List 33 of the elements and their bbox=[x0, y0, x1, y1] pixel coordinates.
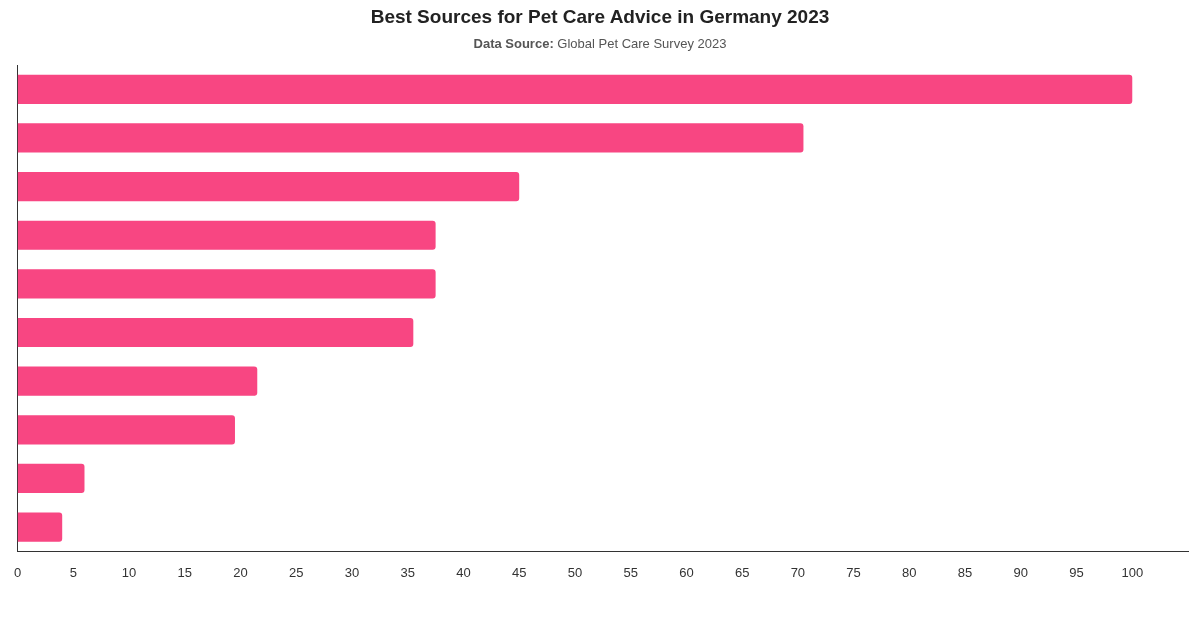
x-tick-label: 15 bbox=[177, 564, 193, 580]
x-tick-label: 70 bbox=[790, 564, 806, 580]
x-tick-label: 95 bbox=[1069, 564, 1084, 580]
x-tick-label: 20 bbox=[233, 564, 248, 580]
x-tick-label: 45 bbox=[511, 564, 527, 580]
x-tick-label: 50 bbox=[567, 564, 583, 580]
x-tick-label: 5 bbox=[69, 564, 77, 580]
bar bbox=[17, 123, 804, 153]
x-tick-label: 100 bbox=[1121, 564, 1144, 580]
x-tick-label: 0 bbox=[14, 564, 22, 580]
x-tick-label: 90 bbox=[1013, 564, 1029, 580]
bar bbox=[17, 74, 1133, 104]
x-tick-label: 80 bbox=[902, 564, 917, 580]
x-tick-label: 30 bbox=[344, 564, 360, 580]
chart-title: Best Sources for Pet Care Advice in Germany 2023 bbox=[369, 5, 831, 29]
x-tick-label: 75 bbox=[846, 564, 861, 580]
x-tick-label: 55 bbox=[623, 564, 638, 580]
bar bbox=[17, 220, 436, 250]
x-tick-label: 60 bbox=[679, 564, 694, 580]
x-tick-label: 65 bbox=[734, 564, 750, 580]
bar bbox=[17, 366, 258, 396]
x-tick-label: 25 bbox=[289, 564, 304, 580]
bar bbox=[17, 512, 63, 542]
chart-subtitle: Data Source: Global Pet Care Survey 2023 bbox=[473, 36, 727, 51]
bar bbox=[17, 317, 414, 348]
bar bbox=[17, 415, 235, 445]
bar bbox=[17, 269, 436, 299]
bar bbox=[17, 463, 85, 494]
x-tick-label: 85 bbox=[957, 564, 973, 580]
x-tick-label: 40 bbox=[456, 564, 471, 580]
x-tick-label: 10 bbox=[121, 564, 137, 580]
x-tick-label: 35 bbox=[400, 564, 415, 580]
bar bbox=[17, 172, 520, 202]
